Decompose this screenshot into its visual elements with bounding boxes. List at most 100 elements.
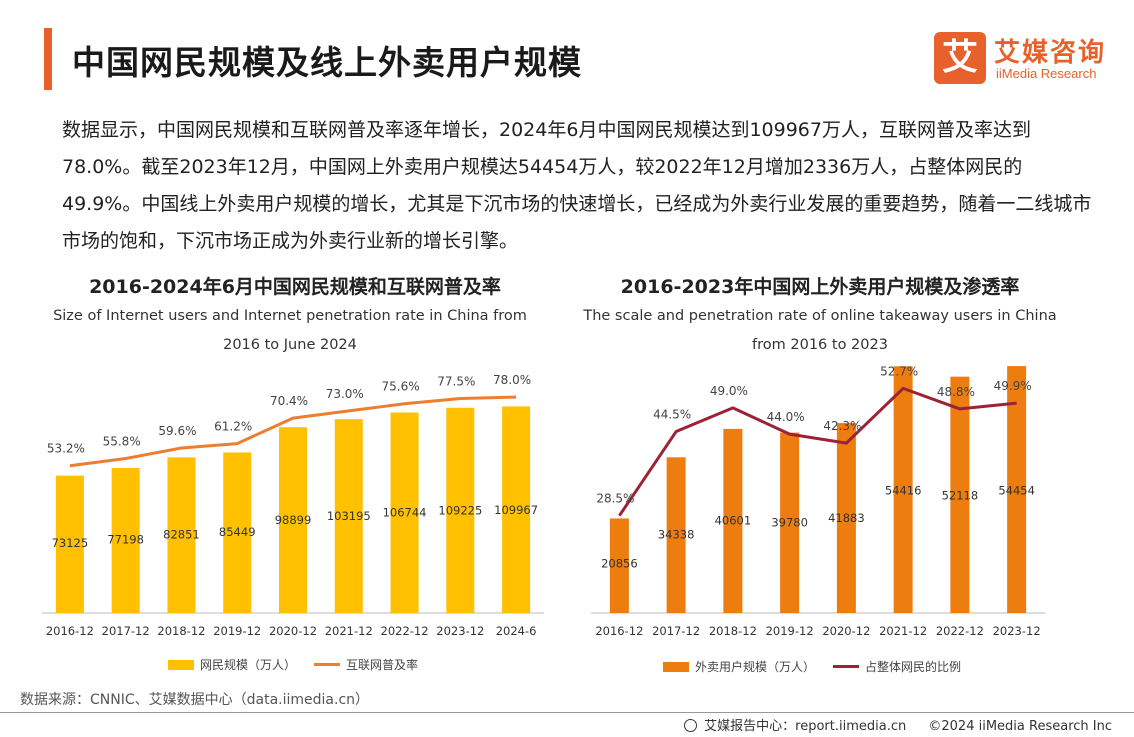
chart2-x-tick-label: 2022-12 xyxy=(936,624,984,638)
chart2-subtitle-line1: The scale and penetration rate of online… xyxy=(583,308,1057,324)
logo-cn-text: 艾媒咨询 xyxy=(994,38,1107,68)
chart2-x-tick-label: 2021-12 xyxy=(879,624,927,638)
chart2-line-value-label: 48.8% xyxy=(937,385,975,399)
chart2-line-series xyxy=(618,386,1017,517)
chart1-bar-value-label: 73125 xyxy=(52,536,89,550)
legend-bar-swatch xyxy=(168,659,194,670)
chart1-bar xyxy=(111,467,140,613)
chart1-x-tick-label: 2019-12 xyxy=(213,624,261,638)
title-accent-bar xyxy=(44,28,52,90)
brand-logo: 艾 艾媒咨询 iiMedia Research xyxy=(934,32,1124,86)
chart2-line-value-label: 49.9% xyxy=(994,379,1032,393)
chart2-bar-value-label: 54416 xyxy=(885,484,922,498)
chart1-line-value-label: 77.5% xyxy=(437,374,475,388)
chart1-line-value-label: 75.6% xyxy=(381,380,419,394)
footer-report: 艾媒报告中心：report.iimedia.cn xyxy=(704,719,907,734)
chart1-title: 2016-2024年6月中国网民规模和互联网普及率 xyxy=(89,276,501,298)
chart1-line-value-label: 70.4% xyxy=(270,394,308,408)
legend-line-swatch xyxy=(314,663,341,666)
chart1-bar-value-label: 103195 xyxy=(327,509,371,523)
chart2-line-value-label: 44.5% xyxy=(653,408,691,422)
chart2-line-value-label: 49.0% xyxy=(710,384,748,398)
legend-line-label: 占整体网民的比例 xyxy=(865,660,962,674)
chart1-bar xyxy=(446,407,475,613)
chart1-bar-value-label: 109967 xyxy=(494,503,538,517)
chart2-line-value-label: 52.7% xyxy=(880,364,918,378)
footer-divider xyxy=(0,712,1134,713)
chart2-bar xyxy=(950,376,970,613)
chart2-bar xyxy=(836,423,856,613)
chart1-subtitle: Size of Internet users and Internet pene… xyxy=(30,302,550,360)
chart1-bar-value-label: 109225 xyxy=(438,504,482,518)
chart1-legend: 网民规模（万人） 互联网普及率 xyxy=(168,656,418,673)
chart2-subtitle: The scale and penetration rate of online… xyxy=(560,302,1080,360)
chart1-line-value-label: 55.8% xyxy=(103,435,141,449)
chart2-plot: 20856 2016-12 34338 2017-12 40601 2018-12 3978… xyxy=(591,364,1045,638)
globe-icon xyxy=(684,719,698,732)
chart2-line-value-label: 28.5% xyxy=(596,492,634,506)
logo-mark-icon: 艾 xyxy=(934,32,986,84)
chart2-bar-value-label: 20856 xyxy=(601,557,638,571)
logo-en-text: iiMedia Research xyxy=(996,66,1097,81)
chart2-x-tick-label: 2017-12 xyxy=(652,624,700,638)
chart1-bar xyxy=(55,475,84,613)
legend-bar-label: 外卖用户规模（万人） xyxy=(695,660,816,674)
chart2-bar-value-label: 34338 xyxy=(658,527,695,541)
chart1-x-tick-label: 2016-12 xyxy=(46,624,94,638)
legend-line-label: 互联网普及率 xyxy=(346,658,419,672)
chart1-bar xyxy=(167,457,196,613)
chart2-subtitle-line2: from 2016 to 2023 xyxy=(752,337,888,353)
chart2-bar-value-label: 52118 xyxy=(942,489,979,503)
chart1-line-value-label: 61.2% xyxy=(214,420,252,434)
chart1-bar-value-label: 106744 xyxy=(383,506,427,520)
footer: 艾媒报告中心：report.iimedia.cn ©2024 iiMedia R… xyxy=(684,715,1112,734)
chart1-line-value-label: 53.2% xyxy=(47,442,85,456)
chart2-bar xyxy=(780,432,800,613)
chart2-x-tick-label: 2018-12 xyxy=(709,624,757,638)
chart1-bar-value-label: 82851 xyxy=(163,527,200,541)
chart1-line-value-label: 78.0% xyxy=(493,373,531,387)
chart1-line-value-label: 73.0% xyxy=(326,387,364,401)
legend-bar-swatch xyxy=(663,661,689,672)
chart2-bar xyxy=(1007,366,1027,613)
chart1-line-series xyxy=(69,395,517,468)
chart1-subtitle-line1: Size of Internet users and Internet pene… xyxy=(53,308,527,324)
chart1-x-tick-label: 2024-6 xyxy=(496,624,537,638)
chart2-legend: 外卖用户规模（万人） 占整体网民的比例 xyxy=(663,658,961,675)
chart1-bar xyxy=(390,412,419,613)
chart1-bar xyxy=(502,406,531,613)
legend-line-swatch xyxy=(833,665,860,668)
description-paragraph: 数据显示，中国网民规模和互联网普及率逐年增长，2024年6月中国网民规模达到10… xyxy=(62,119,1092,252)
chart2-x-tick-label: 2016-12 xyxy=(595,624,643,638)
chart1-bar-value-label: 98899 xyxy=(275,513,312,527)
chart2-line-value-label: 44.0% xyxy=(767,410,805,424)
data-source: 数据来源：CNNIC、艾媒数据中心（data.iimedia.cn） xyxy=(20,692,370,708)
chart1-bar xyxy=(223,452,252,613)
chart1-subtitle-line2: 2016 to June 2024 xyxy=(223,337,357,353)
chart1-x-tick-label: 2022-12 xyxy=(381,624,429,638)
chart1-x-tick-label: 2018-12 xyxy=(157,624,205,638)
chart2-bar-value-label: 54454 xyxy=(998,483,1035,497)
chart2-bar-value-label: 40601 xyxy=(715,514,752,528)
chart2-bar-value-label: 39780 xyxy=(771,515,808,529)
chart2-bar xyxy=(723,428,743,613)
chart1-bar-value-label: 77198 xyxy=(107,532,144,546)
chart1-bar xyxy=(279,427,307,613)
chart2-x-tick-label: 2019-12 xyxy=(766,624,814,638)
chart2-x-tick-label: 2023-12 xyxy=(993,624,1041,638)
chart1-x-tick-label: 2023-12 xyxy=(436,624,484,638)
page-title: 中国网民规模及线上外卖用户规模 xyxy=(72,43,582,82)
chart1-line-value-label: 59.6% xyxy=(158,424,196,438)
chart2-bar xyxy=(666,457,686,613)
chart2-bar xyxy=(893,366,913,613)
chart2-title: 2016-2023年中国网上外卖用户规模及渗透率 xyxy=(620,276,1020,298)
chart2-bar xyxy=(609,518,629,613)
chart1-bar xyxy=(334,419,363,613)
chart1-x-tick-label: 2021-12 xyxy=(325,624,373,638)
chart1-x-tick-label: 2020-12 xyxy=(269,624,317,638)
footer-copyright: ©2024 iiMedia Research Inc xyxy=(928,719,1112,734)
chart1-bar-value-label: 85449 xyxy=(219,525,256,539)
chart2-line-value-label: 42.3% xyxy=(823,419,861,433)
legend-bar-label: 网民规模（万人） xyxy=(200,658,297,672)
chart2-x-tick-label: 2020-12 xyxy=(822,624,870,638)
